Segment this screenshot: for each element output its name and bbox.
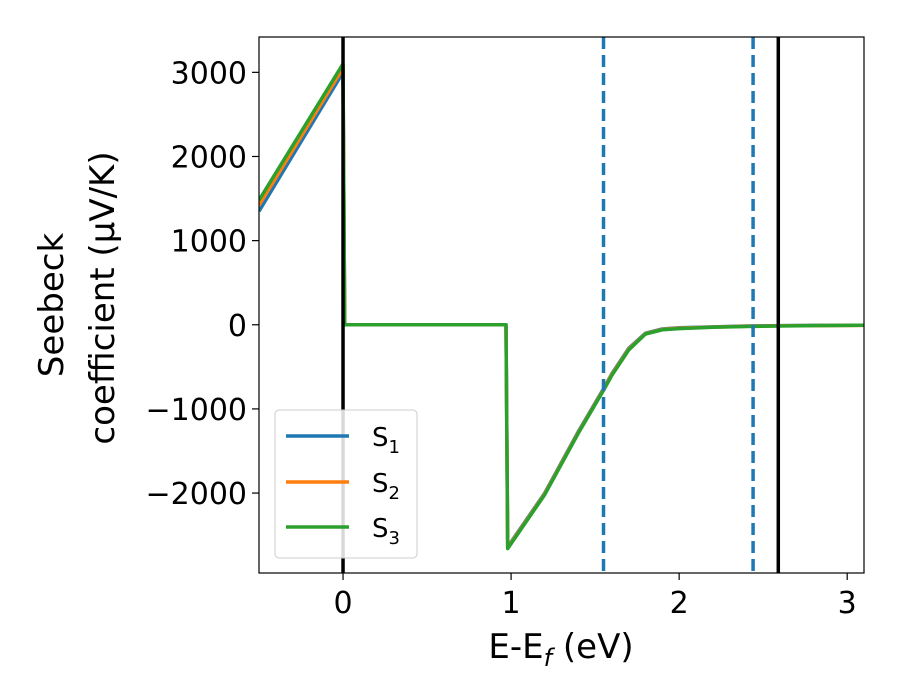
x-axis-label: E-Ef (eV) [488, 627, 633, 672]
y-tick-label: 2000 [171, 140, 247, 175]
legend-label-s2: S2 [372, 469, 400, 504]
x-tick-label: 2 [670, 586, 689, 621]
y-tick-label: −2000 [146, 477, 247, 512]
y-tick-label: 3000 [171, 56, 247, 91]
x-tick-label: 1 [502, 586, 521, 621]
x-tick-label: 0 [333, 586, 352, 621]
x-tick-label: 3 [838, 586, 857, 621]
y-tick-label: −1000 [146, 393, 247, 428]
y-axis-label-line2: coefficient (μV/K) [83, 151, 123, 444]
legend-box [274, 409, 418, 559]
legend-label-s3: S3 [372, 514, 400, 549]
plot-frame [258, 36, 865, 574]
y-tick-label: 0 [228, 309, 247, 344]
y-axis-label-line1: Seebeck [32, 233, 72, 378]
y-tick-label: 1000 [171, 225, 247, 260]
legend-label-s1: S1 [372, 423, 400, 458]
legend: S1 S2 S3 [274, 409, 418, 559]
